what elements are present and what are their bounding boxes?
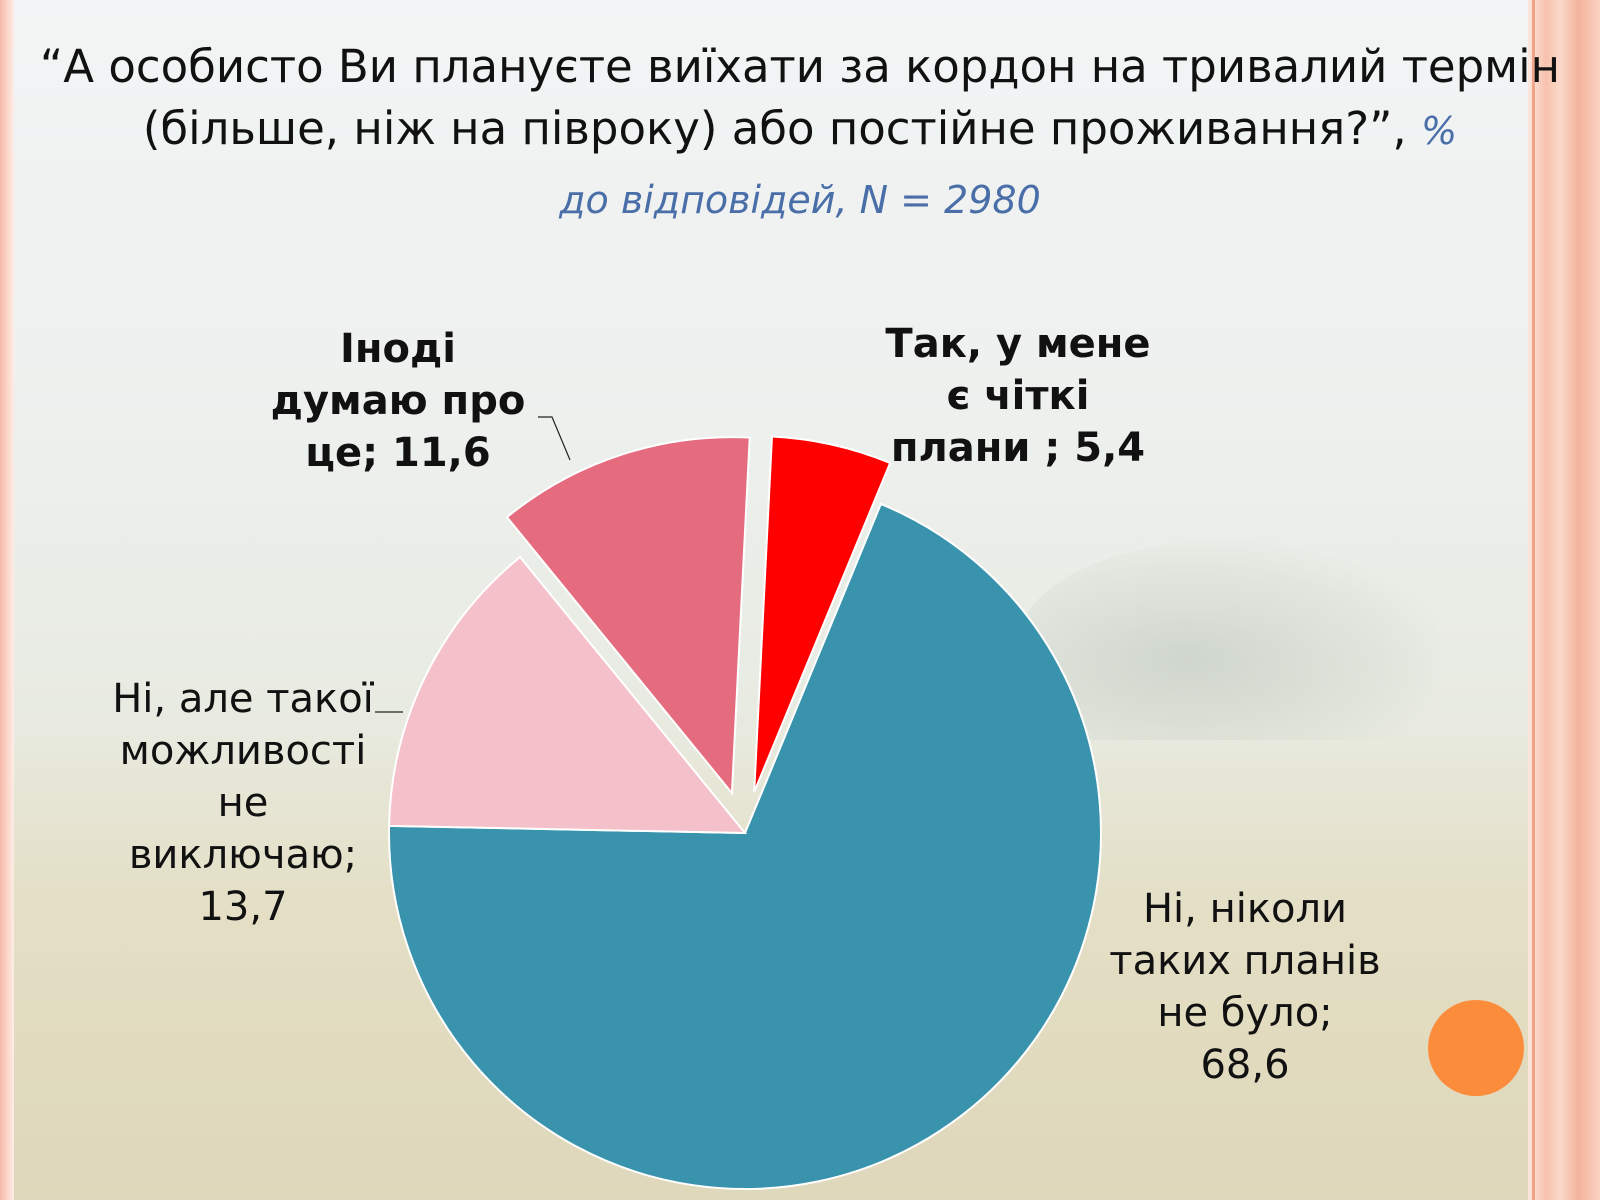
chart-title-text: “А особисто Ви плануєте виїхати за кордо… [39, 40, 1561, 155]
slice-label-line: думаю про [271, 378, 526, 424]
slice-label-line: плани ; 5,4 [891, 425, 1145, 471]
chart-title-unit: % [1421, 109, 1458, 153]
slice-label-2: Ні, але такої можливості не виключаю; 13,7 [112, 676, 374, 930]
slice-label-line: 13,7 [198, 884, 287, 930]
slice-labels: Так, у мене є чіткі плани ; 5,4 Ні, ніколи т… [112, 321, 1381, 1088]
slice-label-line: Ні, ніколи [1143, 886, 1347, 932]
decorative-orange-circle [1428, 1000, 1524, 1096]
slice-label-line: 68,6 [1200, 1042, 1289, 1088]
leader-lines [375, 416, 571, 713]
chart-subtitle: до відповідей, N = 2980 [559, 178, 1041, 222]
slice-label-line: таких планів [1109, 938, 1380, 984]
pie-slice-3 [505, 436, 751, 796]
slice-label-1: Ні, ніколи таких планів не було; 68,6 [1109, 886, 1380, 1088]
slice-label-line: Ні, але такої [112, 676, 374, 722]
chart-title: “А особисто Ви плануєте виїхати за кордо… [30, 36, 1570, 162]
pie-slice-0 [753, 435, 892, 793]
leader-line-0 [538, 416, 571, 461]
slice-label-line: можливості [120, 728, 367, 774]
slice-label-line: не [218, 780, 269, 826]
pie-slice-1 [388, 502, 1102, 1190]
pie-slices [388, 435, 1102, 1190]
slice-label-0: Так, у мене є чіткі плани ; 5,4 [885, 321, 1150, 471]
slice-label-line: не було; [1157, 990, 1332, 1036]
slice-label-line: виключаю; [129, 832, 357, 878]
slice-label-line: Іноді [340, 326, 456, 372]
background-trees [1020, 540, 1440, 740]
slice-label-3: Іноді думаю про це; 11,6 [271, 326, 526, 476]
right-border-line [1532, 0, 1535, 1200]
slice-label-line: є чіткі [947, 373, 1090, 419]
pie-slice-2 [388, 555, 748, 835]
left-border-stripe [0, 0, 14, 1200]
slice-label-line: Так, у мене [885, 321, 1150, 367]
right-border-stripe [1528, 0, 1600, 1200]
slice-label-line: це; 11,6 [305, 430, 490, 476]
